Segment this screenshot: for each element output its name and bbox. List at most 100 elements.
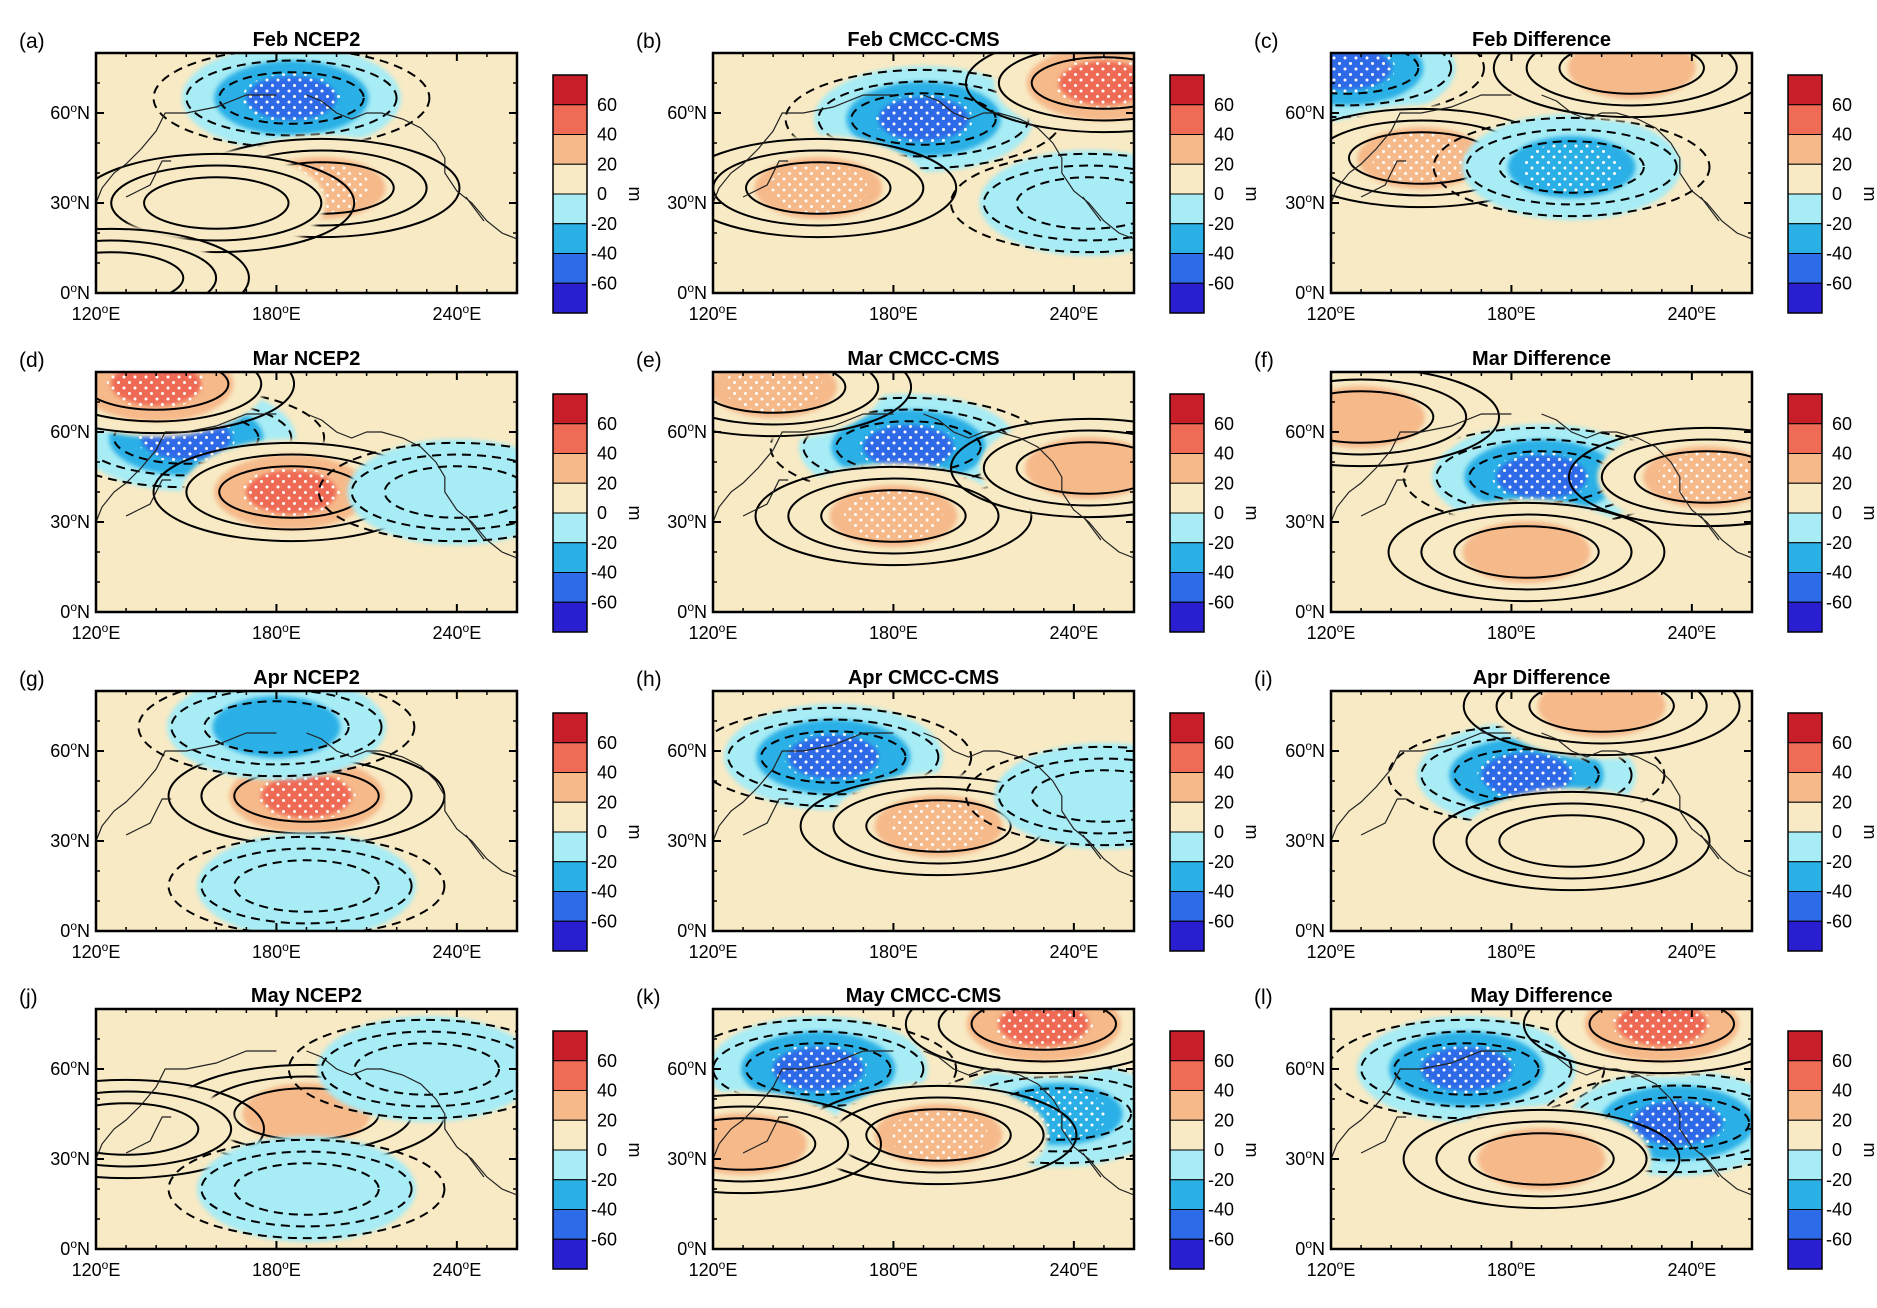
panel-title: Mar CMCC-CMS (847, 348, 999, 370)
colorbar: 60 40 20 0 -20 -40 -60 m (552, 712, 645, 952)
y-tick-label: 0oN (60, 1237, 90, 1259)
x-tick-label: 180oE (1487, 940, 1536, 962)
x-tick-label: 120oE (1307, 302, 1356, 324)
y-tick-label: 60oN (667, 420, 707, 442)
y-tick-label: 30oN (667, 1147, 707, 1169)
y-tick-label: 30oN (1285, 510, 1325, 532)
colorbar-label: -60 (1208, 273, 1234, 293)
anomaly-level (1567, 53, 1696, 99)
anomaly-2 (1432, 113, 1711, 221)
coastline (1700, 515, 1720, 541)
panel-h: 120oE 180oE 240oE 60oN 30oN 0oN Apr CMCC-CMS (h… (636, 667, 1262, 962)
significance-stipple (859, 422, 958, 472)
colorbar-label: -60 (1826, 273, 1852, 293)
coastline (1082, 196, 1102, 222)
colorbar-swatch (1787, 223, 1823, 254)
map-area (1331, 53, 1752, 293)
colorbar-label: -40 (591, 244, 617, 264)
colorbar-swatch (1169, 601, 1205, 633)
contour-line (200, 847, 413, 925)
coastline (125, 160, 172, 198)
contour-line (713, 137, 958, 239)
colorbar-label: 60 (1214, 414, 1234, 434)
colorbar-swatch (1787, 772, 1823, 803)
panel-title: Mar NCEP2 (253, 348, 361, 370)
colorbar-label: 60 (1214, 95, 1234, 115)
colorbar-swatch (1787, 453, 1823, 484)
y-tick-label: 0oN (1295, 281, 1325, 303)
contour-line (1393, 1042, 1540, 1096)
x-tick-label: 120oE (689, 1258, 738, 1280)
colorbar-swatch (1169, 831, 1205, 863)
coastline (465, 196, 485, 222)
colorbar-swatch (552, 891, 588, 922)
panel-a: 120oE 180oE 240oE 60oN 30oN 0oN Feb NCEP2 (a) 60… (19, 29, 645, 324)
colorbar-label: 20 (597, 473, 617, 493)
y-tick-label: 0oN (677, 281, 707, 303)
colorbar-label: -40 (1208, 882, 1234, 902)
significance-stipple (1612, 1009, 1712, 1049)
contour-line (1331, 372, 1500, 468)
colorbar-label: 40 (597, 763, 617, 783)
colorbar-swatch (552, 601, 588, 633)
contour-line (96, 1090, 233, 1168)
x-tick-label: 180oE (869, 940, 918, 962)
contour-line (96, 227, 250, 293)
colorbar-unit: m (1860, 187, 1877, 202)
contour-line (1600, 438, 1752, 516)
x-tick-label: 120oE (689, 621, 738, 643)
contour-line (353, 1042, 501, 1096)
anomaly-1 (1462, 691, 1741, 760)
panel-label: (a) (19, 30, 45, 53)
coastline (306, 94, 517, 240)
x-tick-label: 120oE (1307, 1258, 1356, 1280)
contour-line (997, 53, 1134, 122)
colorbar-swatch (552, 1149, 588, 1181)
x-tick-label: 120oE (689, 940, 738, 962)
contour-line (950, 152, 1134, 254)
significance-stipple (1657, 452, 1752, 502)
panels-layer: 120oE 180oE 240oE 60oN 30oN 0oN Feb NCEP2 (a) 60… (19, 29, 1877, 1280)
contour-line (1030, 56, 1134, 110)
colorbar-label: 40 (1214, 444, 1234, 464)
colorbar-swatch (1787, 104, 1823, 135)
colorbar-label: -20 (1208, 533, 1234, 553)
contour-line (96, 1078, 265, 1180)
contour-line (1558, 53, 1705, 95)
colorbar-swatch (1787, 1030, 1823, 1062)
colorbar-label: -40 (1208, 244, 1234, 264)
colorbar-label: 60 (597, 95, 617, 115)
contour-line (96, 251, 185, 293)
colorbar-swatch (552, 572, 588, 603)
anomaly-2 (317, 438, 517, 546)
colorbar-swatch (552, 1209, 588, 1240)
colorbar-swatch (1787, 512, 1823, 544)
colorbar-label: 0 (1214, 184, 1224, 204)
panel-label: (e) (636, 349, 662, 372)
significance-stipple (874, 94, 973, 144)
contour-line (137, 691, 416, 778)
colorbar-label: 20 (1214, 473, 1234, 493)
map-area (96, 53, 517, 293)
colorbar-frame (552, 1030, 588, 1270)
colorbar-swatch (1787, 801, 1823, 833)
colorbar-frame (552, 393, 588, 633)
contour-line (1402, 1108, 1681, 1210)
y-tick-label: 60oN (667, 1057, 707, 1079)
significance-stipple (242, 467, 341, 517)
y-tick-label: 60oN (1285, 739, 1325, 761)
colorbar-swatch (1169, 512, 1205, 544)
contour-line (1495, 691, 1708, 745)
coastline (1700, 196, 1720, 222)
panel-label: (f) (1254, 349, 1274, 372)
contour-line (713, 372, 880, 426)
colorbar-swatch (1169, 482, 1205, 514)
anomaly-0 (152, 53, 431, 152)
anomaly-2 (1522, 1009, 1752, 1078)
colorbar-unit: m (625, 825, 645, 840)
panel-l: 120oE 180oE 240oE 60oN 30oN 0oN May Difference… (1254, 985, 1877, 1280)
colorbar-swatch (552, 861, 588, 892)
colorbar-swatch (552, 193, 588, 225)
anomaly-2 (965, 742, 1134, 850)
